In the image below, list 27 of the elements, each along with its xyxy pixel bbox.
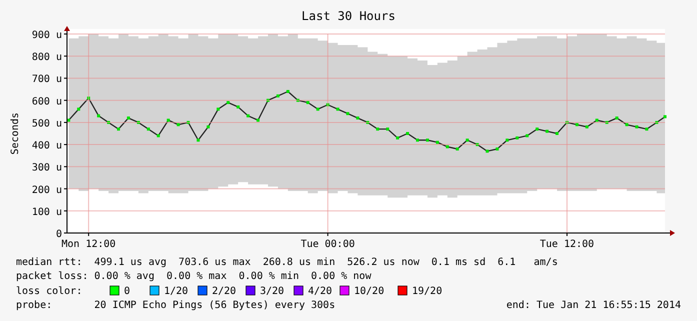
text: 19/20 <box>412 286 442 297</box>
y-tick-label: 800 u <box>32 52 62 64</box>
y-tick-label: 600 u <box>32 96 62 108</box>
text: 2/20 <box>212 286 236 297</box>
y-tick-label: 100 u <box>32 206 62 218</box>
x-tick-label: Mon 12:00 <box>62 239 116 250</box>
y-tick-label: 500 u <box>32 118 62 130</box>
y-tick-label: 700 u <box>32 74 62 86</box>
text: probe: 20 ICMP Echo Pings (56 Bytes) every 300s <box>16 300 336 311</box>
text: loss color: <box>16 286 82 297</box>
y-tick-label: 300 u <box>32 162 62 174</box>
text: 10/20 <box>354 286 384 297</box>
text: 0 <box>124 286 130 297</box>
text: median rtt: 499.1 us avg 703.6 us max 260.8 us min 526.2 us now 0.1 ms sd 6.1 am/s <box>16 257 558 268</box>
text: 1/20 <box>164 286 188 297</box>
x-tick-label: Tue 00:00 <box>300 239 355 250</box>
y-tick-label: 900 u <box>32 30 62 41</box>
text: end: Tue Jan 21 16:55:15 2014 <box>506 300 681 311</box>
y-tick-label: 0 <box>56 229 62 240</box>
text: packet loss: 0.00 % avg 0.00 % max 0.00 % min 0.00 % now <box>16 271 372 282</box>
chart-title: Last 30 Hours <box>302 9 396 23</box>
y-tick-label: 200 u <box>32 184 62 196</box>
text: 3/20 <box>260 286 284 297</box>
text: 4/20 <box>308 286 332 297</box>
x-tick-label: Tue 12:00 <box>540 239 594 250</box>
y-axis-title: Seconds <box>10 112 21 155</box>
y-tick-label: 400 u <box>32 140 62 152</box>
